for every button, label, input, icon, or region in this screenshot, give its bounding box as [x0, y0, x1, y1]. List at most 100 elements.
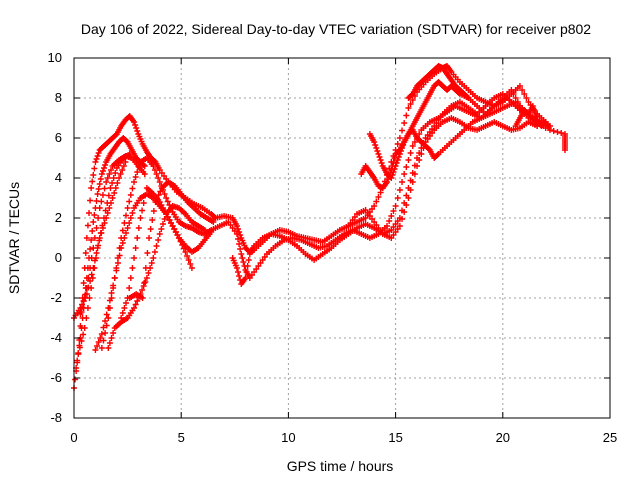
data-point [145, 270, 152, 276]
data-point [84, 222, 91, 229]
data-point [80, 298, 87, 304]
data-point [414, 155, 421, 161]
data-point [100, 337, 107, 344]
data-point [140, 200, 147, 206]
data-point [90, 172, 97, 178]
data-point [107, 185, 114, 191]
data-point [131, 255, 138, 261]
data-point [75, 351, 82, 357]
data-point [155, 192, 162, 198]
data-point [101, 165, 108, 171]
data-point [179, 242, 186, 248]
data-point [403, 164, 410, 170]
data-point [392, 163, 399, 169]
data-point [401, 171, 408, 177]
data-point [106, 171, 113, 177]
data-point [210, 219, 217, 225]
data-point [74, 357, 81, 364]
data-point [91, 165, 98, 172]
data-point [395, 154, 402, 160]
data-point [407, 177, 414, 184]
x-axis-label: GPS time / hours [287, 458, 394, 474]
data-point [114, 180, 121, 186]
data-point [149, 217, 156, 223]
data-point [394, 157, 401, 163]
series-track-j [77, 153, 148, 317]
data-point [150, 255, 157, 261]
data-point [508, 87, 515, 93]
data-point [135, 225, 142, 231]
data-point [373, 198, 380, 205]
data-point [389, 172, 396, 178]
data-point [103, 179, 110, 185]
data-point [101, 220, 108, 226]
data-point [523, 95, 530, 101]
data-point [148, 260, 155, 266]
series-track-m [229, 115, 541, 287]
data-point [373, 145, 380, 151]
data-point [390, 208, 397, 214]
data-point [132, 245, 139, 251]
y-axis-label: SDTVAR / TECUs [6, 182, 22, 294]
data-point [121, 235, 128, 241]
data-point [235, 269, 242, 275]
data-point [82, 291, 89, 298]
data-point [141, 163, 148, 169]
data-point [95, 186, 102, 192]
data-point [516, 83, 523, 89]
data-point [161, 216, 168, 222]
data-point [176, 235, 183, 241]
data-point [399, 179, 406, 185]
data-point [188, 265, 195, 271]
data-point [81, 325, 88, 331]
data-point [117, 171, 124, 177]
data-point [151, 249, 158, 255]
data-point [147, 226, 154, 232]
y-tick-label: -2 [50, 290, 62, 305]
data-point [109, 180, 116, 186]
data-points [71, 63, 568, 391]
data-point [184, 253, 191, 259]
data-point [185, 257, 192, 263]
data-point [177, 238, 184, 245]
data-point [111, 190, 118, 196]
data-point [144, 250, 151, 256]
data-point [110, 330, 117, 336]
data-point [164, 198, 171, 205]
series-track-s [512, 103, 541, 129]
data-point [89, 178, 96, 185]
data-point [116, 252, 123, 259]
data-point [101, 185, 108, 192]
chart-title: Day 106 of 2022, Sidereal Day-to-day VTE… [81, 21, 591, 37]
data-point [95, 339, 102, 345]
data-point [378, 160, 385, 166]
data-point [131, 119, 138, 125]
x-tick-label: 25 [603, 430, 617, 445]
data-point [159, 221, 166, 227]
data-point [233, 223, 240, 229]
data-point [92, 347, 99, 353]
data-point [87, 246, 94, 252]
data-point [103, 215, 110, 221]
data-point [384, 223, 391, 229]
data-point [87, 265, 94, 271]
data-point [152, 199, 159, 205]
data-point [83, 285, 90, 291]
data-point [155, 175, 162, 181]
data-point [401, 120, 408, 126]
data-point [180, 245, 187, 252]
data-point [91, 257, 98, 264]
data-point [86, 210, 93, 216]
data-point [411, 162, 418, 169]
data-point [122, 230, 129, 236]
data-point [102, 162, 109, 168]
data-point [129, 210, 136, 216]
data-point [127, 275, 134, 281]
data-point [163, 195, 170, 201]
data-point [88, 237, 95, 243]
data-point [396, 135, 403, 141]
data-point [122, 159, 129, 165]
data-point [142, 265, 149, 271]
data-point [79, 304, 86, 311]
data-point [409, 97, 416, 103]
